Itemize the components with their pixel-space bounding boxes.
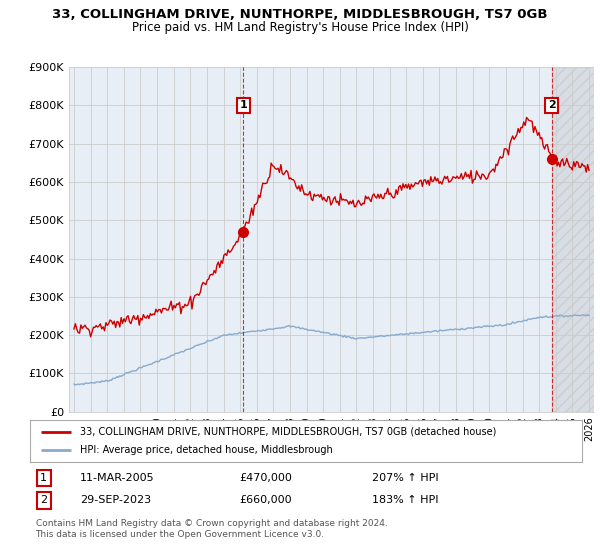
Text: 207% ↑ HPI: 207% ↑ HPI [372,473,439,483]
Text: 11-MAR-2005: 11-MAR-2005 [80,473,154,483]
Text: Price paid vs. HM Land Registry's House Price Index (HPI): Price paid vs. HM Land Registry's House … [131,21,469,34]
Text: 29-SEP-2023: 29-SEP-2023 [80,496,151,505]
Bar [551,67,598,412]
Text: 33, COLLINGHAM DRIVE, NUNTHORPE, MIDDLESBROUGH, TS7 0GB (detached house): 33, COLLINGHAM DRIVE, NUNTHORPE, MIDDLES… [80,427,496,437]
Text: 2: 2 [40,496,47,505]
Text: £660,000: £660,000 [240,496,292,505]
Text: 1: 1 [239,100,247,110]
Text: HPI: Average price, detached house, Middlesbrough: HPI: Average price, detached house, Midd… [80,445,332,455]
Text: 33, COLLINGHAM DRIVE, NUNTHORPE, MIDDLESBROUGH, TS7 0GB: 33, COLLINGHAM DRIVE, NUNTHORPE, MIDDLES… [52,8,548,21]
Text: Contains HM Land Registry data © Crown copyright and database right 2024.
This d: Contains HM Land Registry data © Crown c… [35,519,387,539]
Text: 1: 1 [40,473,47,483]
Text: 183% ↑ HPI: 183% ↑ HPI [372,496,439,505]
Text: £470,000: £470,000 [240,473,293,483]
Text: 2: 2 [548,100,556,110]
